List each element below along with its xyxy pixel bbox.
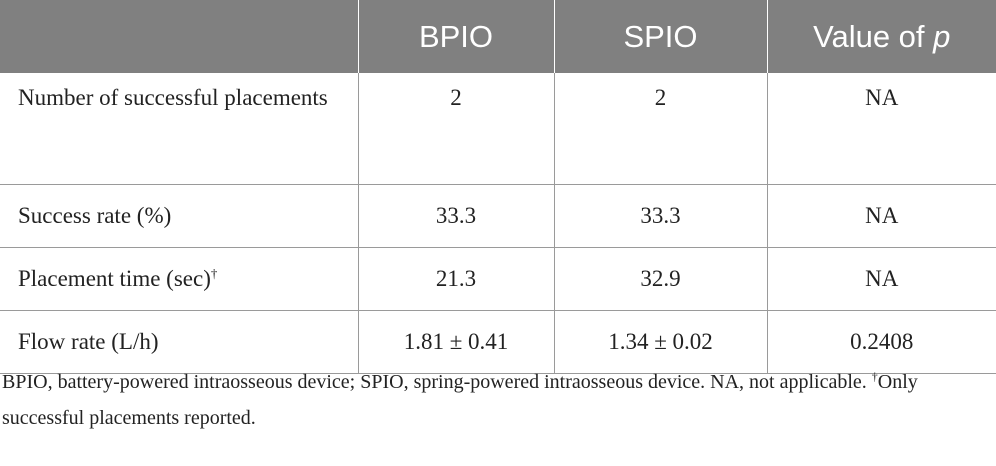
table-row: Number of successful placements 2 2 NA [0, 73, 996, 185]
footnote-dagger: † [871, 369, 878, 384]
row-label: Placement time (sec) [18, 266, 211, 291]
dagger-mark: † [210, 265, 218, 281]
cell-spio: 33.3 [553, 184, 767, 248]
row-label: Success rate (%) [0, 184, 358, 248]
table-footnote: BPIO, battery-powered intraosseous devic… [2, 364, 992, 436]
table-row: Success rate (%) 33.3 33.3 NA [0, 184, 996, 248]
header-p-var: p [933, 18, 951, 54]
header-spio: SPIO [553, 0, 767, 73]
cell-bpio: 21.3 [357, 247, 554, 311]
row-label: Flow rate (L/h) [0, 310, 358, 374]
cell-bpio: 1.81 ± 0.41 [357, 310, 554, 374]
header-p-prefix: Value of [813, 18, 934, 54]
cell-p: NA [766, 247, 996, 311]
row-label: Number of successful placements [0, 73, 358, 185]
footnote-note: Only successful placements reported. [2, 371, 918, 429]
cell-bpio: 2 [357, 73, 554, 185]
header-empty-cell [0, 0, 358, 73]
cell-spio: 1.34 ± 0.02 [553, 310, 767, 374]
header-bpio: BPIO [357, 0, 554, 73]
table-row: Flow rate (L/h) 1.81 ± 0.41 1.34 ± 0.02 … [0, 310, 996, 374]
cell-p: NA [766, 73, 996, 185]
cell-spio: 2 [553, 73, 767, 185]
results-table: BPIO SPIO Value of p Number of successfu… [0, 0, 996, 374]
header-p-value: Value of p [766, 0, 996, 73]
table-header: BPIO SPIO Value of p [0, 0, 996, 73]
cell-p: 0.2408 [766, 310, 996, 374]
row-label-cell: Placement time (sec)† [0, 247, 358, 311]
table-row: Placement time (sec)† 21.3 32.9 NA [0, 247, 996, 311]
cell-bpio: 33.3 [357, 184, 554, 248]
footnote-abbreviations: BPIO, battery-powered intraosseous devic… [2, 371, 872, 393]
cell-p: NA [766, 184, 996, 248]
cell-spio: 32.9 [553, 247, 767, 311]
